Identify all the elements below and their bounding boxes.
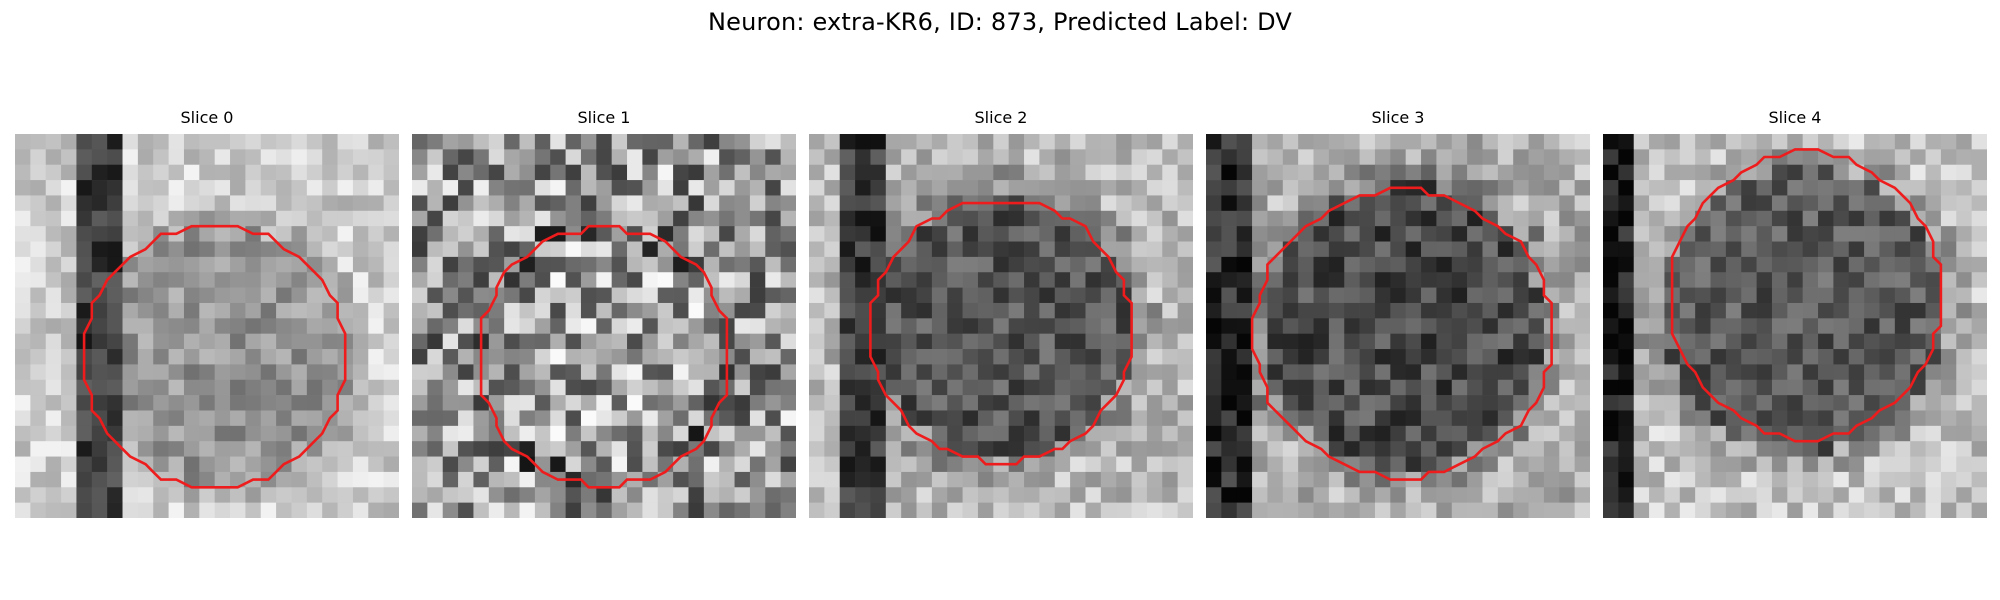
slice-panel-0: Slice 0	[15, 108, 399, 518]
slice-title-4: Slice 4	[1603, 108, 1987, 127]
slice-image-2	[809, 134, 1193, 518]
slice-image-0	[15, 134, 399, 518]
slice-panel-4: Slice 4	[1603, 108, 1987, 518]
slice-panel-2: Slice 2	[809, 108, 1193, 518]
slice-title-2: Slice 2	[809, 108, 1193, 127]
slice-panel-1: Slice 1	[412, 108, 796, 518]
slice-title-1: Slice 1	[412, 108, 796, 127]
slice-image-3	[1206, 134, 1590, 518]
slice-title-0: Slice 0	[15, 108, 399, 127]
slice-panel-3: Slice 3	[1206, 108, 1590, 518]
slice-title-3: Slice 3	[1206, 108, 1590, 127]
slice-image-4	[1603, 134, 1987, 518]
slice-image-1	[412, 134, 796, 518]
